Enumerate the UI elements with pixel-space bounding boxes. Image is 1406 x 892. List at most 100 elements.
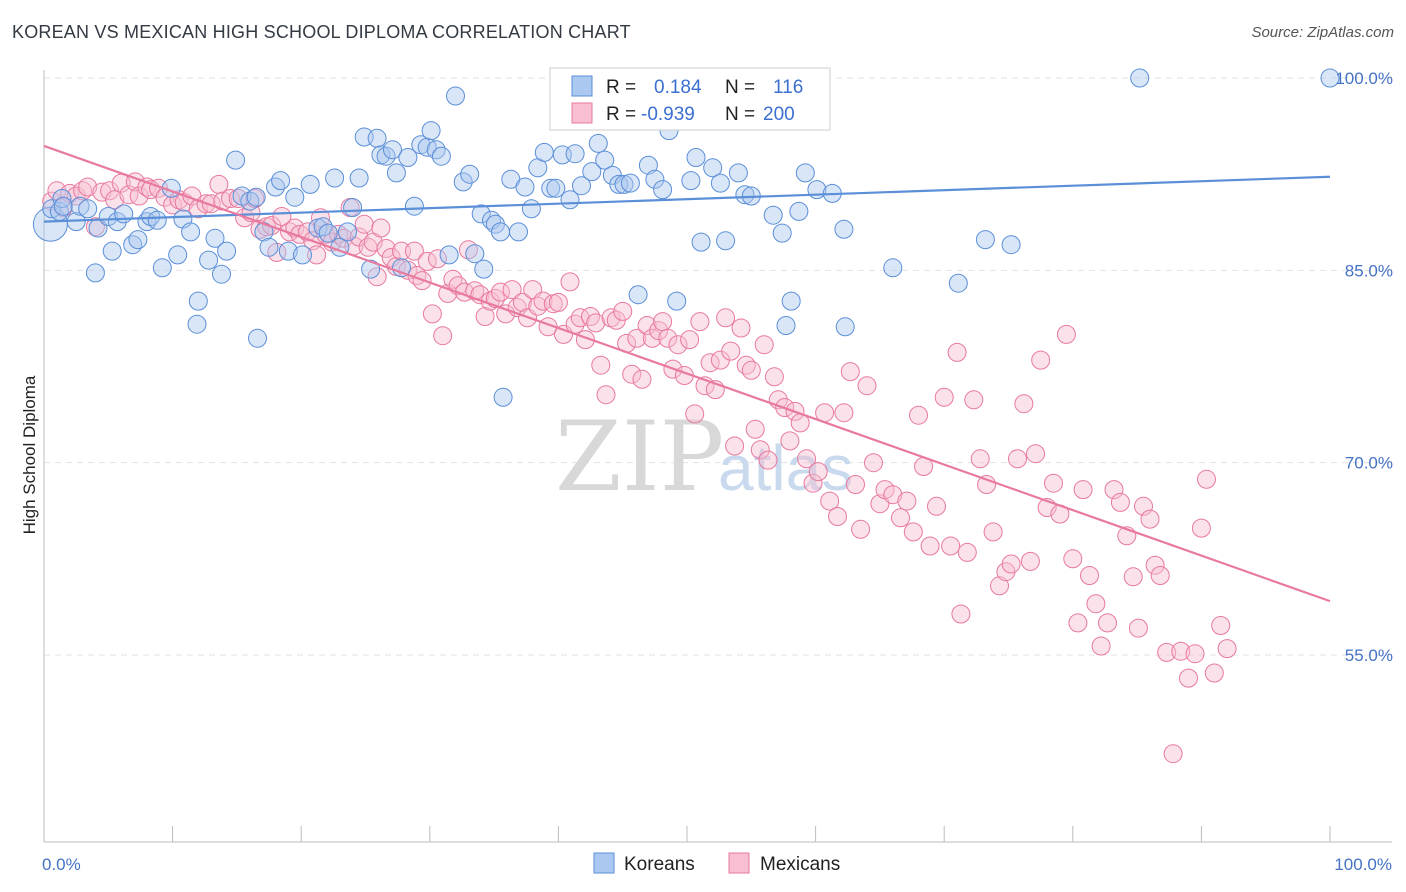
korean-point: [465, 244, 485, 264]
mexican-point: [780, 431, 800, 451]
korean-point: [293, 245, 312, 265]
korean-point: [776, 316, 796, 335]
korean-point: [53, 196, 73, 216]
x-tick-label-min: 0.0%: [42, 855, 81, 874]
korean-point: [367, 128, 387, 148]
korean-point: [147, 210, 167, 230]
mexican-point: [653, 312, 673, 332]
mexican-point: [745, 419, 765, 439]
korean-point: [70, 196, 90, 216]
korean-point: [614, 174, 634, 194]
korean-point: [114, 204, 134, 224]
korean-point: [691, 232, 711, 252]
mexican-point: [920, 536, 940, 556]
mexican-point: [864, 453, 883, 473]
korean-point: [572, 176, 591, 196]
korean-point: [52, 189, 72, 208]
korean-point: [541, 178, 561, 198]
korean-point: [948, 273, 968, 293]
mexican-point: [846, 475, 865, 494]
korean-point: [78, 199, 98, 219]
legend-n-label-koreans: N =: [725, 77, 755, 98]
mexican-point: [725, 436, 745, 456]
korean-point: [710, 173, 730, 193]
mexican-point: [119, 185, 139, 205]
mexican-point: [685, 404, 705, 424]
korean-point: [285, 187, 305, 207]
mexican-point: [970, 449, 990, 469]
korean-point: [582, 162, 602, 182]
korean-point: [98, 207, 118, 226]
mexican-point: [613, 301, 633, 321]
mexican-point: [964, 390, 984, 410]
mexican-point: [934, 387, 954, 407]
mexican-point: [1197, 469, 1216, 489]
korean-point: [168, 245, 188, 265]
trend-lines: [43, 144, 1331, 603]
korean-point: [343, 198, 363, 217]
mexican-point: [716, 308, 736, 328]
mexican-point: [851, 519, 871, 539]
korean-point: [266, 177, 285, 197]
korean-point: [246, 187, 266, 207]
korean-point: [491, 222, 510, 242]
korean-point: [181, 222, 201, 242]
series-mexicans-points: [42, 172, 1237, 764]
korean-point: [509, 222, 528, 242]
korean-point: [421, 121, 441, 141]
mexican-point: [764, 367, 784, 387]
mexican-point: [622, 364, 642, 384]
mexican-point: [840, 362, 860, 382]
mexican-point: [1080, 566, 1099, 585]
mexican-point: [903, 522, 923, 542]
mexican-point: [736, 355, 756, 375]
mexican-point: [637, 316, 657, 335]
mexican-point: [392, 241, 411, 261]
korean-point: [426, 140, 446, 160]
korean-point: [772, 223, 792, 243]
korean-point: [975, 230, 995, 250]
mexican-point: [428, 249, 447, 269]
korean-point: [546, 178, 566, 198]
korean-point: [703, 158, 723, 178]
korean-point: [493, 387, 513, 407]
mexican-point: [512, 292, 532, 312]
mexican-point: [1068, 613, 1088, 633]
mexican-point: [834, 403, 854, 423]
korean-point: [248, 328, 267, 348]
korean-point: [259, 237, 279, 257]
mexican-point: [883, 485, 903, 505]
mexican-point: [957, 542, 977, 562]
mexican-point: [690, 312, 710, 332]
mexican-point: [1008, 449, 1027, 469]
bottom-legend-swatch-koreans: [593, 852, 615, 874]
mexican-point: [1179, 668, 1198, 688]
mexican-point: [977, 475, 997, 494]
mexican-point: [797, 449, 817, 469]
mexican-point: [496, 304, 516, 324]
mexican-point: [201, 194, 221, 214]
mexican-point: [1204, 663, 1224, 683]
korean-point: [1001, 235, 1021, 255]
chart-source: Source: ZipAtlas.com: [1251, 24, 1394, 41]
mexican-point: [1140, 509, 1160, 529]
korean-point: [386, 163, 406, 183]
mexican-point: [754, 335, 774, 355]
korean-point: [534, 142, 554, 162]
korean-point: [628, 285, 648, 305]
mexican-point: [354, 214, 374, 234]
legend-n-label-mexicans: N =: [725, 104, 755, 125]
mexican-point: [1185, 644, 1205, 664]
korean-point: [212, 264, 231, 284]
korean-point: [446, 86, 465, 106]
mexican-point: [947, 342, 967, 362]
mexican-point: [668, 335, 688, 355]
bottom-legend: Koreans Mexicans: [593, 852, 840, 875]
legend-swatch-mexicans: [571, 102, 593, 124]
mexican-point: [465, 281, 485, 301]
korean-point: [42, 199, 62, 219]
mexican-point: [1123, 567, 1143, 587]
korean-point: [431, 146, 451, 166]
korean-point: [107, 212, 127, 232]
mexican-point: [741, 360, 761, 380]
